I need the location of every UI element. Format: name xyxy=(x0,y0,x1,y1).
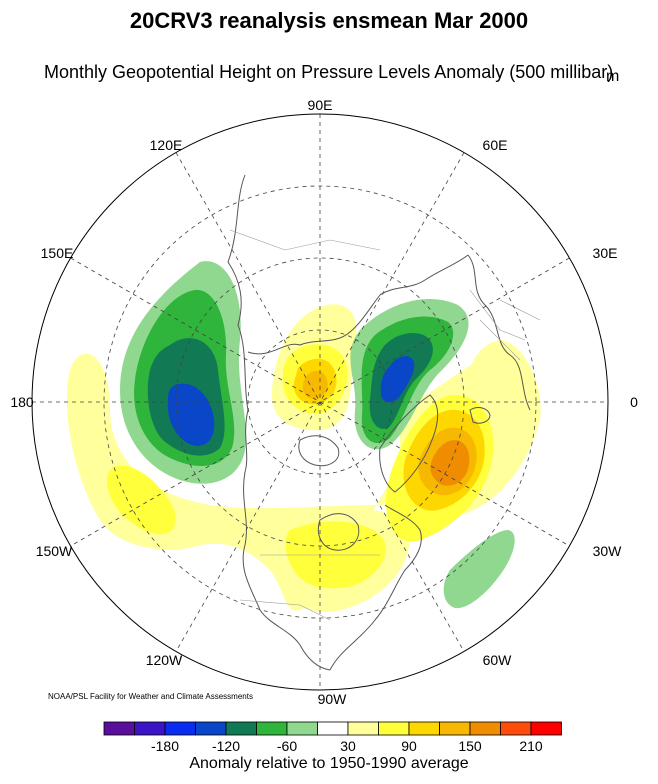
anomaly-neg-120-pacific xyxy=(167,383,215,446)
map-title: 20CRV3 reanalysis ensmean Mar 2000 xyxy=(129,8,529,33)
longitude-labels: 90E 60E 120E 150E 30E 180 0 150W 30W 120… xyxy=(10,97,638,707)
colorbar-box xyxy=(103,721,135,736)
colorbar-box xyxy=(530,721,562,736)
colorbar-label: Anomaly relative to 1950-1990 average xyxy=(189,755,469,772)
borders-asia xyxy=(229,229,381,251)
lon-label-180: 180 xyxy=(10,394,34,410)
anomaly-pos-30-pacific xyxy=(66,340,541,611)
coastline-arctic-islands xyxy=(298,435,340,467)
coastline-east-na xyxy=(329,504,422,671)
lon-label-150w: 150W xyxy=(36,543,73,559)
colorbar-tick-label: -60 xyxy=(277,738,297,754)
credit-text: NOAA/PSL Facility for Weather and Climat… xyxy=(48,692,253,701)
colorbar-tick-label: 150 xyxy=(458,738,482,754)
coastlines xyxy=(227,174,531,671)
coastline-hudson xyxy=(317,513,360,551)
borders-europe xyxy=(469,289,541,361)
anomaly-pos-60-pacific xyxy=(106,465,176,535)
colorbar-box xyxy=(347,721,379,736)
coastline-europe xyxy=(467,254,531,411)
map-subtitle: Monthly Geopotential Height on Pressure … xyxy=(44,62,614,82)
lon-label-60e: 60E xyxy=(483,137,508,153)
colorbar-box xyxy=(134,721,166,736)
lon-label-120e: 120E xyxy=(150,137,183,153)
coastline-greenland xyxy=(379,394,439,493)
lon-label-0: 0 xyxy=(630,394,638,410)
border-us-mexico xyxy=(239,599,331,621)
colorbar-box xyxy=(164,721,196,736)
map-border xyxy=(31,113,609,691)
colorbar-box xyxy=(317,721,349,736)
colorbar-box xyxy=(378,721,410,736)
lon-label-30e: 30E xyxy=(593,245,618,261)
anomaly-pos-120-pole xyxy=(302,370,328,399)
coastline-iceland xyxy=(469,407,491,424)
colorbar-tick-label: 90 xyxy=(401,738,417,754)
colorbar-box xyxy=(225,721,257,736)
colorbar-box xyxy=(439,721,471,736)
colorbar-box xyxy=(469,721,501,736)
graticule xyxy=(32,114,608,690)
colorbar-box xyxy=(286,721,318,736)
colorbar-tick-labels: -180 -120 -60 30 90 150 210 xyxy=(151,738,543,754)
colorbar-box xyxy=(408,721,440,736)
coastline-siberia xyxy=(247,254,469,355)
colorbar-box xyxy=(256,721,288,736)
colorbar-box xyxy=(500,721,532,736)
colorbar-tick-label: 30 xyxy=(340,738,356,754)
anomaly-neg-120-arctic xyxy=(380,356,415,403)
lon-label-150e: 150E xyxy=(41,245,74,261)
colorbar-tick-label: -120 xyxy=(212,738,240,754)
lon-label-30w: 30W xyxy=(593,543,623,559)
colorbar-tick-label: 210 xyxy=(519,738,543,754)
lon-label-120w: 120W xyxy=(146,652,183,668)
anomaly-pos-150-atlantic xyxy=(430,439,470,486)
lon-label-90e: 90E xyxy=(308,97,333,113)
colorbar: -180 -120 -60 30 90 150 210 xyxy=(103,721,562,754)
lon-label-60w: 60W xyxy=(483,652,513,668)
colorbar-box xyxy=(195,721,227,736)
colorbar-tick-label: -180 xyxy=(151,738,179,754)
anomaly-neg-30-atlantic xyxy=(443,530,515,609)
lon-label-90w: 90W xyxy=(318,691,348,707)
colorbar-boxes xyxy=(103,721,562,736)
unit-label: m xyxy=(606,68,620,85)
coastline-north-america xyxy=(242,471,331,671)
coastline-asia xyxy=(227,174,249,473)
